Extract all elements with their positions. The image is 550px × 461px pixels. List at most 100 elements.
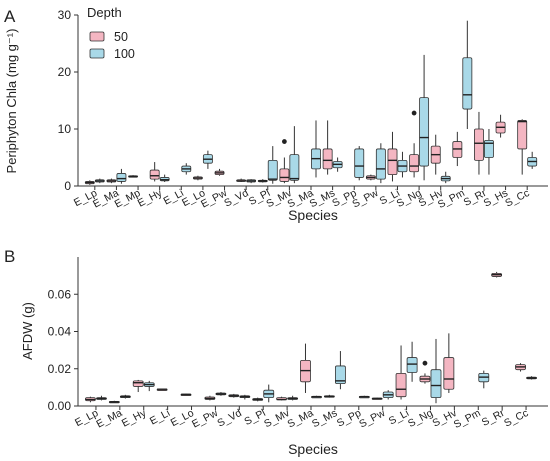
- box-S_Li-50: [387, 131, 398, 182]
- box-body: [334, 365, 346, 385]
- legend-swatch-100: [89, 48, 105, 59]
- x-tick-label: S_Li: [387, 407, 411, 427]
- box-E_Mp-50: [128, 175, 138, 178]
- box-S_Cc-100: [526, 376, 537, 380]
- box-S_Mv-100: [287, 395, 299, 401]
- box-body: [517, 120, 528, 150]
- box-E_Lp-50: [85, 396, 96, 403]
- y-axis-label-b: AFDW (g): [20, 302, 35, 360]
- box-body: [419, 97, 430, 167]
- box-body: [132, 380, 144, 387]
- legend-title: Depth: [87, 5, 122, 20]
- box-E_Li-50: [156, 388, 168, 391]
- legend-swatch-50: [89, 31, 105, 42]
- box-E_Pw-50: [204, 395, 216, 401]
- box-S_Pp-100: [354, 146, 365, 181]
- box-S_Vd-50: [236, 178, 247, 183]
- box-S_Mv-50: [276, 396, 288, 401]
- box-S_Vd-50: [228, 393, 240, 398]
- box-body: [387, 148, 398, 175]
- box-body: [279, 168, 290, 182]
- box-S_Hs-50: [495, 114, 506, 138]
- box-body: [474, 128, 484, 161]
- x-tick-label: S_Pw: [350, 187, 380, 211]
- boxes-b: [85, 271, 537, 404]
- box-S_Vd-100: [239, 394, 251, 400]
- box-S_Ma-100: [311, 120, 321, 178]
- y-tick-label: 0.02: [48, 362, 72, 376]
- x-tick-label: S_Cc: [503, 187, 531, 210]
- box-E_Lo-100: [202, 150, 213, 169]
- box-S_Rr-50: [491, 271, 503, 278]
- box-E_Lp-100: [94, 178, 105, 184]
- x-ticks-b: E_LpE_MaE_Hy E_LiE_LoE_PwS_VdS_PlS_MvS_Ma…: [73, 406, 530, 431]
- box-S_Pw-50: [371, 397, 383, 400]
- axes-b: 0.00 0.02 0.04 0.06: [48, 257, 548, 413]
- boxes-a: [84, 20, 538, 185]
- box-S_Ma-100: [311, 395, 322, 399]
- box-S_Ms-50: [323, 394, 335, 398]
- box-S_Pl-50: [252, 397, 264, 402]
- box-S_Vd-100: [246, 179, 257, 184]
- box-E_Hy-50: [149, 162, 160, 182]
- box-E_Lo-50: [180, 393, 192, 396]
- box-body: [116, 173, 127, 182]
- panel-b: B AFDW (g) Species 0.00 0.02 0.04 0.06 E_Lp…: [4, 247, 548, 457]
- box-S_Li-50: [395, 345, 407, 400]
- box-S_Rr-100: [484, 129, 494, 175]
- x-tick-label: E_Li: [148, 407, 172, 427]
- box-S_Pl-50: [257, 179, 268, 183]
- y-tick-label: 20: [58, 65, 72, 79]
- x-axis-label-a: Species: [288, 207, 338, 223]
- panel-label-b: B: [4, 247, 15, 266]
- y-tick-label: 0.04: [48, 325, 72, 339]
- box-S_Li-100: [397, 151, 408, 178]
- box-S_Cc-50: [517, 119, 528, 175]
- panel-label-a: A: [4, 7, 16, 26]
- axes-a: 0 10 20 30: [58, 8, 548, 193]
- box-E_Ma-50: [106, 178, 117, 184]
- box-E_Pw-100: [215, 392, 227, 396]
- x-tick-label: E_Hy: [120, 407, 149, 430]
- box-E_Ma-100: [116, 168, 127, 184]
- box-S_Ms-100: [332, 157, 343, 172]
- x-tick-label: S_Pm: [452, 407, 483, 431]
- box-body: [406, 357, 418, 373]
- legend: Depth 50 100: [87, 5, 135, 61]
- box-body: [484, 139, 494, 158]
- box-body: [395, 373, 407, 398]
- y-tick-label: 0.00: [48, 399, 72, 413]
- legend-label-50: 50: [114, 30, 128, 44]
- box-S_Cc-50: [515, 363, 526, 372]
- box-body: [443, 357, 455, 390]
- box-E_Lp-100: [96, 395, 107, 401]
- box-S_Mv-100: [289, 126, 300, 184]
- box-E_Ma-100: [119, 394, 131, 399]
- box-E_Lp-50: [84, 180, 95, 185]
- outlier-point: [422, 360, 428, 366]
- box-body: [409, 154, 420, 173]
- box-S_Pm-100: [478, 370, 490, 389]
- outlier-point: [411, 110, 417, 116]
- box-S_Li-100: [406, 341, 418, 382]
- box-E_Pw-50: [214, 168, 225, 176]
- box-body: [430, 369, 442, 399]
- x-tick-label: S_Pl: [242, 407, 267, 428]
- panel-a: A Periphyton Chla (mg g⁻¹) Species 0 10 20…: [4, 5, 548, 223]
- box-S_Pw-100: [375, 143, 386, 184]
- box-S_Hv-50: [443, 333, 455, 393]
- box-S_Mv-50: [279, 139, 290, 184]
- box-E_Hy-100: [159, 174, 170, 183]
- box-S_Ma-50: [300, 343, 311, 393]
- y-tick-label: 10: [58, 122, 72, 136]
- box-S_Ms-50: [322, 120, 333, 175]
- box-E_Hy-50: [132, 379, 144, 393]
- box-S_Pm-50: [452, 131, 463, 167]
- box-body: [267, 159, 278, 181]
- box-S_Pw-50: [365, 174, 376, 181]
- box-E_Lo-50: [192, 175, 203, 181]
- box-E_Li-100: [181, 163, 192, 175]
- box-S_Pp-100: [358, 395, 370, 399]
- x-tick-label: S_Pw: [357, 407, 387, 431]
